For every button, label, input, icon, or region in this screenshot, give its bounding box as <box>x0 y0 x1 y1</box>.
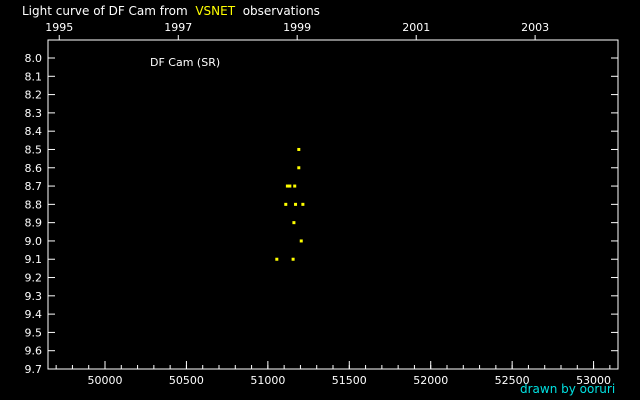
y-tick-label: 9.2 <box>25 272 43 285</box>
top-year-label: 1999 <box>283 21 311 34</box>
data-point <box>292 221 296 225</box>
data-point <box>293 184 297 188</box>
y-tick-label: 8.4 <box>25 125 43 138</box>
x-tick-label: 53000 <box>576 374 611 387</box>
y-tick-label: 8.2 <box>25 89 43 102</box>
x-tick-label: 51000 <box>250 374 285 387</box>
title-prefix: Light curve of DF Cam from <box>22 4 188 18</box>
data-point <box>299 239 303 243</box>
y-tick-label: 9.3 <box>25 290 43 303</box>
y-tick-label: 9.4 <box>25 308 43 321</box>
data-point <box>284 202 288 206</box>
y-tick-label: 9.5 <box>25 326 43 339</box>
y-tick-label: 8.7 <box>25 180 43 193</box>
data-point <box>291 257 295 261</box>
data-point <box>297 166 301 170</box>
y-tick-label: 8.8 <box>25 198 43 211</box>
star-annotation: DF Cam (SR) <box>150 56 220 69</box>
x-tick-label: 50000 <box>88 374 123 387</box>
axes: 50000 50500 51000 51500 52000 52500 53000 1995 1… <box>25 21 619 387</box>
y-tick-label: 9.0 <box>25 235 43 248</box>
top-year-label: 2003 <box>521 21 549 34</box>
data-points <box>275 147 305 261</box>
y-tick-label: 9.1 <box>25 253 43 266</box>
source-link[interactable]: VSNET <box>195 4 236 18</box>
y-tick-label: 8.9 <box>25 217 43 230</box>
x-tick-label: 50500 <box>169 374 204 387</box>
y-tick-label: 9.6 <box>25 345 43 358</box>
plot-frame <box>47 39 619 370</box>
data-point <box>294 202 298 206</box>
top-year-label: 1997 <box>164 21 192 34</box>
top-year-label: 1995 <box>45 21 73 34</box>
data-point <box>288 184 292 188</box>
y-tick-label: 9.7 <box>25 363 43 376</box>
x-tick-label: 51500 <box>332 374 367 387</box>
top-year-label: 2001 <box>402 21 430 34</box>
chart-title: Light curve of DF Cam from VSNET observa… <box>22 4 320 18</box>
x-tick-label: 52500 <box>495 374 530 387</box>
y-tick-label: 8.5 <box>25 143 43 156</box>
y-tick-label: 8.3 <box>25 107 43 120</box>
credit-text: drawn by ooruri <box>520 382 616 396</box>
title-suffix: observations <box>242 4 320 18</box>
data-point <box>301 202 305 206</box>
y-tick-label: 8.0 <box>25 52 43 65</box>
y-tick-label: 8.6 <box>25 162 43 175</box>
y-tick-label: 8.1 <box>25 70 43 83</box>
data-point <box>297 147 301 151</box>
data-point <box>275 257 279 261</box>
data-point <box>285 184 289 188</box>
x-tick-label: 52000 <box>413 374 448 387</box>
